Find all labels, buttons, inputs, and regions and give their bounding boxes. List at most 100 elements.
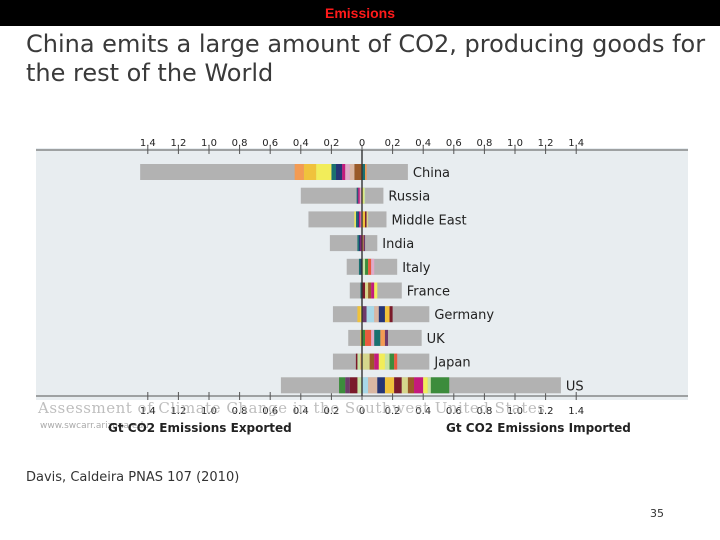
- bottom-tick-label: 1.2: [538, 406, 554, 417]
- import-segment: [394, 377, 402, 394]
- import-segment: [362, 377, 369, 394]
- country-label: Italy: [402, 261, 431, 276]
- top-tick-label: 0.4: [415, 138, 431, 149]
- import-segment: [394, 353, 398, 370]
- import-segment: [378, 353, 385, 370]
- import-segment: [362, 282, 366, 299]
- export-segment: [357, 235, 359, 252]
- import-segment: [368, 377, 378, 394]
- import-segment: [363, 187, 366, 204]
- watermark-text: Assessment of Climate Change in the Sout…: [37, 399, 545, 417]
- country-label: UK: [427, 332, 446, 347]
- bottom-tick-label: 1.4: [140, 406, 156, 417]
- import-segment: [374, 282, 378, 299]
- header-bar: Emissions: [0, 0, 720, 26]
- export-segment: [316, 164, 332, 180]
- import-segment: [362, 329, 366, 346]
- import-segment: [374, 329, 381, 346]
- top-tick-label: 1.0: [507, 138, 523, 149]
- watermark-url: www.swcarr.arizona.edu: [40, 421, 149, 431]
- top-tick-label: 0.8: [476, 138, 492, 149]
- bottom-tick-label: 0.2: [323, 406, 339, 417]
- export-segment: [345, 377, 350, 394]
- export-segment: [360, 235, 362, 252]
- import-segment: [414, 377, 424, 394]
- import-segment: [362, 187, 364, 204]
- import-segment: [369, 353, 375, 370]
- export-segment: [360, 282, 362, 299]
- export-segment: [342, 164, 346, 180]
- export-segment: [358, 211, 361, 228]
- import-segment: [371, 329, 375, 346]
- bottom-tick-label: 0.8: [232, 406, 248, 417]
- export-segment: [360, 306, 362, 323]
- top-tick-label: 0.6: [446, 138, 462, 149]
- country-label: Middle East: [391, 213, 466, 228]
- top-tick-label: 0.2: [323, 138, 339, 149]
- header-title: Emissions: [324, 5, 396, 21]
- import-segment: [366, 211, 369, 228]
- bottom-tick-label: 0.6: [446, 406, 462, 417]
- import-segment: [423, 377, 428, 394]
- bottom-tick-label: 0.4: [293, 406, 309, 417]
- country-label: Russia: [388, 190, 430, 205]
- slide-title: China emits a large amount of CO2, produ…: [26, 30, 706, 87]
- bottom-tick-label: 0.8: [476, 406, 492, 417]
- import-segment: [365, 211, 367, 228]
- import-segment: [384, 377, 395, 394]
- import-segment: [362, 306, 367, 323]
- top-tick-label: 0.4: [293, 138, 309, 149]
- bar-russia: [300, 187, 384, 204]
- import-segment: [363, 235, 366, 252]
- import-segment: [427, 377, 431, 394]
- export-segment: [357, 353, 361, 370]
- country-label: France: [407, 285, 450, 300]
- export-segment: [354, 164, 362, 180]
- export-segment: [349, 164, 355, 180]
- import-segment: [365, 329, 372, 346]
- x-axis-title-exported: Gt CO2 Emissions Exported: [108, 421, 292, 435]
- import-segment: [362, 164, 366, 180]
- export-segment: [357, 211, 359, 228]
- bottom-tick-label: 0.4: [415, 406, 431, 417]
- import-segment: [378, 306, 385, 323]
- import-segment: [374, 306, 379, 323]
- export-segment: [355, 353, 358, 370]
- import-segment: [401, 377, 408, 394]
- import-segment: [384, 329, 389, 346]
- bar-china: [140, 164, 408, 180]
- bottom-tick-label: 1.0: [201, 406, 217, 417]
- co2-trade-chart: 1.4 1.4 1.2 1.2 1.0 1.0 0.8 0.8 0.6 0.6 0.4 0.4 0.2 0…: [36, 138, 688, 435]
- export-segment: [357, 187, 359, 204]
- top-tick-label: 1.2: [170, 138, 186, 149]
- import-segment: [365, 164, 367, 180]
- export-segment: [331, 164, 336, 180]
- bottom-tick-label: 1.4: [568, 406, 584, 417]
- import-segment: [362, 258, 366, 275]
- import-segment: [380, 329, 385, 346]
- import-segment: [377, 377, 385, 394]
- bottom-tick-label: 0.2: [385, 406, 401, 417]
- country-label: US: [566, 379, 584, 394]
- export-segment: [303, 164, 317, 180]
- import-segment: [384, 306, 390, 323]
- import-segment: [362, 211, 366, 228]
- export-segment: [357, 306, 361, 323]
- bottom-tick-label: 0.6: [262, 406, 278, 417]
- bottom-tick-label: 1.0: [507, 406, 523, 417]
- import-segment: [365, 258, 369, 275]
- import-segment: [362, 235, 364, 252]
- top-tick-label: 0.6: [262, 138, 278, 149]
- export-segment: [358, 258, 361, 275]
- top-tick-label: 1.2: [538, 138, 554, 149]
- export-segment: [360, 329, 362, 346]
- import-segment: [362, 353, 370, 370]
- import-segment: [407, 377, 415, 394]
- bar-middle-east: [308, 211, 387, 228]
- export-segment: [349, 377, 358, 394]
- import-segment: [384, 353, 390, 370]
- import-segment: [430, 377, 450, 394]
- export-segment: [357, 377, 362, 394]
- import-segment: [389, 306, 393, 323]
- export-segment: [358, 235, 361, 252]
